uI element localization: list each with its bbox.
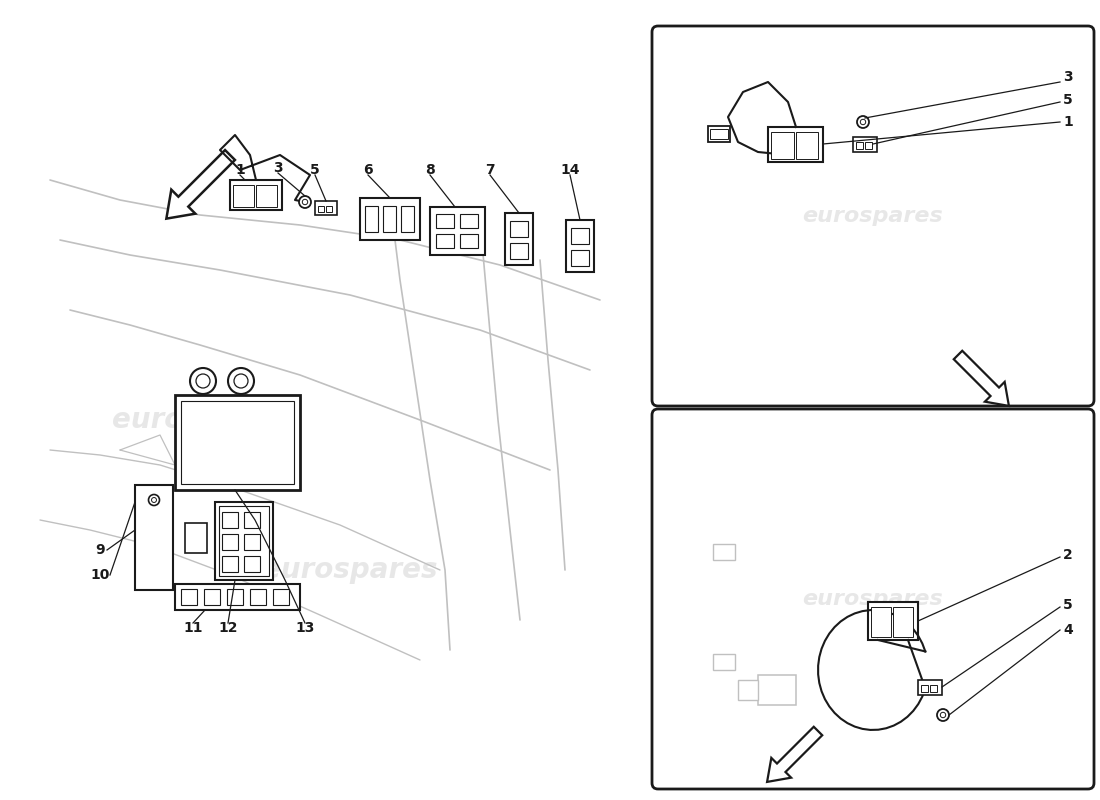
Text: 5: 5 xyxy=(1063,598,1072,612)
Bar xyxy=(710,129,728,139)
Text: 9: 9 xyxy=(96,543,104,557)
Circle shape xyxy=(860,119,866,125)
Bar xyxy=(708,126,730,142)
Text: 10: 10 xyxy=(90,568,110,582)
Bar xyxy=(771,132,793,159)
Bar xyxy=(460,234,478,248)
Circle shape xyxy=(148,494,159,506)
Bar xyxy=(510,243,528,259)
Bar xyxy=(233,185,254,207)
Text: 5: 5 xyxy=(310,163,320,177)
Bar xyxy=(436,234,454,248)
Circle shape xyxy=(190,368,216,394)
Bar xyxy=(738,680,758,700)
Text: 3: 3 xyxy=(1064,70,1072,84)
Text: 1: 1 xyxy=(235,163,245,177)
Bar xyxy=(227,589,243,605)
Text: 2: 2 xyxy=(1063,548,1072,562)
Bar xyxy=(175,584,300,610)
Text: 13: 13 xyxy=(295,621,315,635)
Bar xyxy=(135,485,173,590)
Polygon shape xyxy=(954,350,1009,406)
Polygon shape xyxy=(767,726,822,782)
Bar xyxy=(222,534,238,550)
Circle shape xyxy=(234,374,248,388)
Bar xyxy=(273,589,289,605)
Bar xyxy=(795,132,818,159)
Bar xyxy=(182,401,294,484)
Bar xyxy=(219,506,270,576)
Bar xyxy=(852,137,877,152)
Text: 6: 6 xyxy=(363,163,373,177)
Circle shape xyxy=(857,116,869,128)
Text: 11: 11 xyxy=(184,621,202,635)
Bar xyxy=(204,589,220,605)
Bar xyxy=(244,556,260,572)
Bar xyxy=(868,602,918,640)
Text: eurospares: eurospares xyxy=(803,206,944,226)
Bar xyxy=(175,395,300,490)
Text: eurospares: eurospares xyxy=(262,556,438,584)
Bar xyxy=(222,556,238,572)
Bar xyxy=(871,607,891,637)
Bar xyxy=(865,142,872,149)
Text: 7: 7 xyxy=(485,163,495,177)
Bar xyxy=(185,523,207,553)
Bar xyxy=(222,512,238,528)
FancyBboxPatch shape xyxy=(652,26,1094,406)
Bar xyxy=(768,127,823,162)
Bar xyxy=(318,206,324,212)
Bar xyxy=(856,142,864,149)
Bar xyxy=(713,654,735,670)
Bar xyxy=(505,213,534,265)
Bar xyxy=(230,180,282,210)
Bar xyxy=(918,680,942,695)
Bar xyxy=(214,502,273,580)
Bar xyxy=(383,206,396,232)
Bar xyxy=(430,207,485,255)
Bar xyxy=(921,685,928,692)
Text: eurospares: eurospares xyxy=(112,406,288,434)
Bar xyxy=(182,589,197,605)
Text: eurospares: eurospares xyxy=(803,589,944,609)
Polygon shape xyxy=(166,150,235,218)
FancyBboxPatch shape xyxy=(652,409,1094,789)
Bar xyxy=(510,221,528,237)
Bar xyxy=(244,534,260,550)
Bar xyxy=(365,206,378,232)
Bar xyxy=(758,675,796,705)
Text: 3: 3 xyxy=(273,161,283,175)
Text: 4: 4 xyxy=(1063,623,1072,637)
Bar xyxy=(315,201,337,215)
Bar xyxy=(930,685,937,692)
Circle shape xyxy=(196,374,210,388)
Bar xyxy=(402,206,414,232)
Bar xyxy=(326,206,332,212)
Bar xyxy=(460,214,478,228)
Bar xyxy=(566,220,594,272)
Bar xyxy=(256,185,277,207)
Circle shape xyxy=(152,498,156,502)
Bar xyxy=(571,250,588,266)
Bar xyxy=(250,589,266,605)
Text: 1: 1 xyxy=(1063,115,1072,129)
Circle shape xyxy=(937,709,949,721)
Bar xyxy=(360,198,420,240)
Circle shape xyxy=(302,199,308,205)
Bar xyxy=(893,607,913,637)
Bar xyxy=(244,512,260,528)
Text: 12: 12 xyxy=(218,621,238,635)
Bar xyxy=(713,544,735,560)
Text: 14: 14 xyxy=(560,163,580,177)
Text: 8: 8 xyxy=(425,163,435,177)
Circle shape xyxy=(299,196,311,208)
Text: 5: 5 xyxy=(1063,93,1072,107)
Bar xyxy=(436,214,454,228)
Bar xyxy=(571,228,588,244)
Circle shape xyxy=(228,368,254,394)
Circle shape xyxy=(940,712,946,718)
